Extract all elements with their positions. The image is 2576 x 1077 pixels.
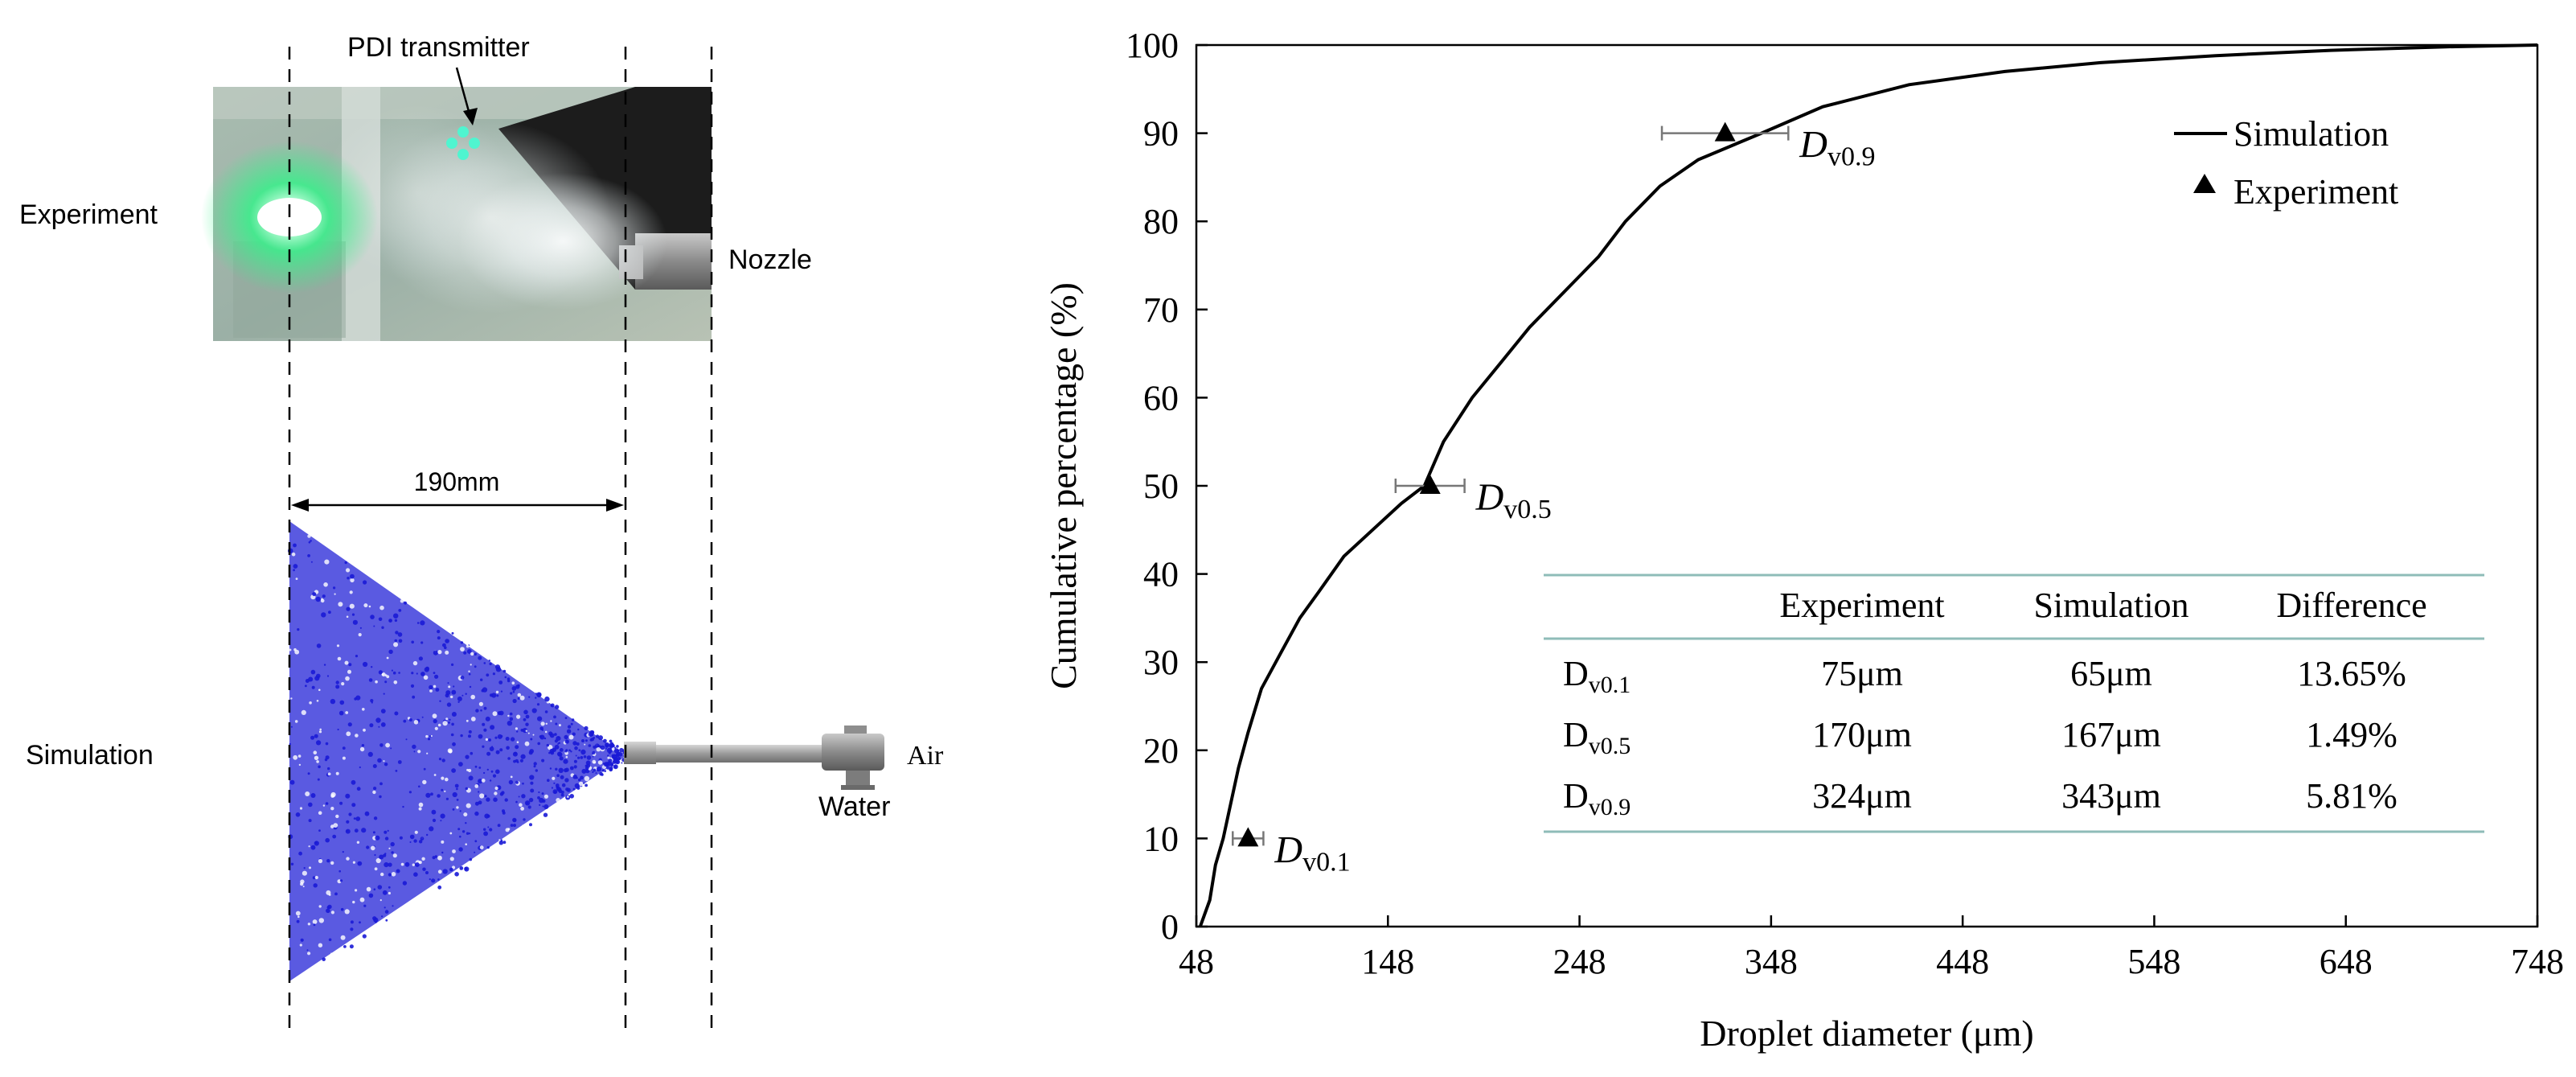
table-cell: 13.65% — [2297, 654, 2406, 693]
left-panel: 190mm Experiment Simulation PDI transmit… — [19, 32, 944, 1030]
pdi-transmitter-lights — [446, 126, 480, 160]
simulation-row-label: Simulation — [26, 740, 154, 771]
simulation-spray — [288, 521, 626, 981]
x-tick-label: 248 — [1553, 942, 1606, 981]
simulation-nozzle — [624, 726, 884, 790]
x-tick-label: 748 — [2511, 942, 2564, 981]
y-axis-ticks: 0 10 20 30 40 50 60 70 80 90 100 — [1126, 26, 1208, 947]
legend-experiment-swatch — [2193, 174, 2216, 193]
experiment-point: Dv0.1 — [1232, 827, 1351, 877]
table-header-experiment: Experiment — [1779, 586, 1944, 625]
table-cell: 167μm — [2061, 715, 2161, 754]
y-tick-label: 90 — [1143, 114, 1179, 154]
x-tick-label: 348 — [1745, 942, 1798, 981]
legend: Simulation Experiment — [2174, 114, 2398, 212]
table-cell: 75μm — [1821, 654, 1903, 693]
table-row: Dv0.9 324μm 343μm 5.81% — [1563, 776, 2398, 820]
air-label: Air — [907, 741, 944, 771]
table-row-label: Dv0.9 — [1563, 776, 1631, 820]
y-tick-label: 80 — [1143, 202, 1179, 241]
x-tick-label: 548 — [2127, 942, 2180, 981]
y-tick-label: 0 — [1161, 907, 1179, 947]
experiment-marker — [1714, 121, 1736, 142]
experiment-point: Dv0.9 — [1660, 121, 1875, 172]
pdi-pointer-arrow — [455, 67, 478, 125]
legend-simulation-label: Simulation — [2233, 114, 2389, 154]
experiment-marker — [1419, 475, 1441, 494]
guide-lines — [288, 47, 713, 1030]
y-tick-label: 60 — [1143, 378, 1179, 417]
y-axis-label: Cumulative percentage (%) — [1043, 282, 1084, 689]
x-tick-label: 48 — [1179, 942, 1214, 981]
table-cell: 170μm — [1812, 715, 1912, 754]
y-tick-label: 100 — [1126, 26, 1179, 65]
x-tick-label: 448 — [1936, 942, 1989, 981]
experiment-row-label: Experiment — [19, 199, 158, 230]
x-axis-label: Droplet diameter (μm) — [1700, 1013, 2034, 1054]
y-tick-label: 30 — [1143, 643, 1179, 682]
x-tick-label: 648 — [2320, 942, 2373, 981]
table-cell: 65μm — [2070, 654, 2152, 693]
table-cell: 324μm — [1812, 776, 1912, 816]
simulation-curve — [1198, 43, 2538, 927]
experiment-point-label: Dv0.1 — [1274, 828, 1350, 877]
experiment-marker — [1237, 827, 1259, 847]
table-row: Dv0.1 75μm 65μm 13.65% — [1563, 654, 2406, 698]
comparison-table: Experiment Simulation Difference Dv0.1 7… — [1544, 573, 2484, 833]
y-tick-label: 10 — [1143, 819, 1179, 858]
x-tick-label: 148 — [1361, 942, 1414, 981]
experiment-photo — [201, 87, 712, 341]
table-cell: 1.49% — [2306, 715, 2398, 754]
table-header-difference: Difference — [2276, 586, 2426, 625]
experiment-point: Dv0.5 — [1394, 475, 1552, 524]
legend-experiment-label: Experiment — [2233, 172, 2398, 212]
table-row: Dv0.5 170μm 167μm 1.49% — [1563, 715, 2398, 759]
table-row-label: Dv0.5 — [1563, 715, 1631, 759]
dimension-arrow — [291, 499, 624, 512]
table-cell: 5.81% — [2306, 776, 2398, 816]
table-header-simulation: Simulation — [2033, 586, 2188, 625]
pdi-transmitter-label: PDI transmitter — [347, 32, 530, 63]
water-label: Water — [818, 791, 890, 822]
cumulative-chart: 0 10 20 30 40 50 60 70 80 90 100 48 148 248 348 448 548… — [1043, 26, 2564, 1054]
experiment-points: Dv0.1 Dv0.5 Dv0.9 — [1232, 121, 1875, 877]
y-tick-label: 40 — [1143, 555, 1179, 594]
y-tick-label: 50 — [1143, 467, 1179, 506]
nozzle-label: Nozzle — [728, 245, 812, 275]
y-tick-label: 20 — [1143, 731, 1179, 771]
experiment-point-label: Dv0.5 — [1475, 476, 1552, 524]
x-axis-ticks: 48 148 248 348 448 548 648 748 — [1179, 915, 2564, 981]
table-cell: 343μm — [2061, 776, 2161, 816]
y-tick-label: 70 — [1143, 290, 1179, 330]
experiment-point-label: Dv0.9 — [1799, 124, 1875, 172]
dimension-label: 190mm — [414, 467, 500, 496]
table-row-label: Dv0.1 — [1563, 654, 1631, 698]
